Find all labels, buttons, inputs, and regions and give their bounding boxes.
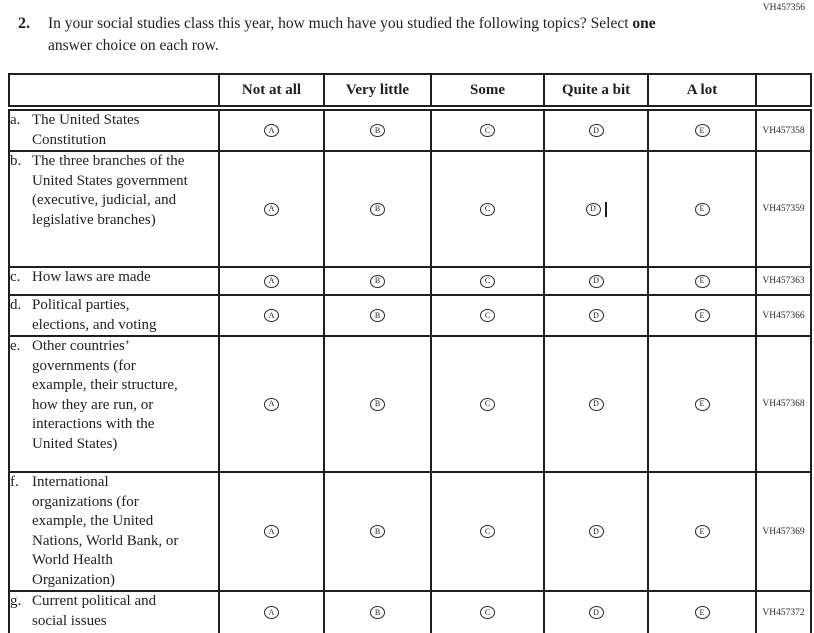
answer-bubble-a[interactable]: A <box>264 606 279 620</box>
answer-bubble-e[interactable]: E <box>694 397 710 411</box>
answer-bubble-e[interactable]: E <box>694 202 710 216</box>
header-blank-topic <box>8 73 220 111</box>
page-code: VH457356 <box>762 3 805 13</box>
answer-bubble-b[interactable]: B <box>370 124 385 138</box>
answer-bubble-c[interactable]: C <box>480 606 495 620</box>
row-code: VH457372 <box>755 590 812 633</box>
answer-bubble-c[interactable]: C <box>480 309 495 323</box>
row-letter: e. <box>10 338 21 354</box>
row-code: VH457358 <box>755 107 812 152</box>
answer-bubble-c[interactable]: C <box>480 525 495 539</box>
answer-bubble-d[interactable]: D <box>585 202 601 216</box>
column-header-a-lot: A lot <box>647 73 757 111</box>
answer-bubble-c[interactable]: C <box>480 397 495 411</box>
row-topic: The United States Constitution <box>32 112 140 148</box>
answer-bubble-e[interactable]: E <box>694 124 710 138</box>
column-header-quite-a-bit: Quite a bit <box>543 73 649 111</box>
column-header-very-little: Very little <box>323 73 432 111</box>
answer-bubble-e[interactable]: E <box>694 606 710 620</box>
answer-bubble-b[interactable]: B <box>370 397 385 411</box>
answer-bubble-d[interactable]: D <box>588 124 604 138</box>
answer-bubble-a[interactable]: A <box>264 202 279 216</box>
column-header-some: Some <box>430 73 545 111</box>
answer-bubble-b[interactable]: B <box>370 525 385 539</box>
answer-bubble-a[interactable]: A <box>264 525 279 539</box>
table-row-e: e. Other countries’ governments (for exa… <box>8 335 812 473</box>
row-code: VH457369 <box>755 471 812 592</box>
table-row-d: d. Political parties, elections, and vot… <box>8 294 812 337</box>
answer-bubble-e[interactable]: E <box>694 274 710 288</box>
question-text-segment: answer choice on each row. <box>48 36 219 54</box>
answer-bubble-a[interactable]: A <box>264 274 279 288</box>
row-topic: Political parties, elections, and voting <box>32 297 157 333</box>
answer-bubble-d[interactable]: D <box>588 606 604 620</box>
answer-bubble-b[interactable]: B <box>370 309 385 323</box>
table-row-b: b. The three branches of the United Stat… <box>8 150 812 268</box>
answer-bubble-b[interactable]: B <box>370 202 385 216</box>
row-letter: g. <box>10 593 22 609</box>
row-letter: f. <box>10 474 19 490</box>
answer-bubble-d[interactable]: D <box>588 525 604 539</box>
row-code: VH457359 <box>755 150 812 268</box>
header-row: Not at all Very little Some Quite a bit … <box>8 73 812 111</box>
answer-bubble-a[interactable]: A <box>264 309 279 323</box>
row-topic: How laws are made <box>32 269 151 285</box>
table-row-c: c. How laws are made A B C D E VH457363 <box>8 266 812 296</box>
table-row-f: f. International organizations (for exam… <box>8 471 812 592</box>
row-topic: Current political and social issues <box>32 593 157 629</box>
table-row-a: a. The United States Constitution A B C … <box>8 107 812 152</box>
survey-table: Not at all Very little Some Quite a bit … <box>8 73 812 633</box>
row-topic: Other countries’ governments (for exampl… <box>32 338 178 452</box>
row-topic: International organizations (for example… <box>32 474 179 588</box>
answer-bubble-b[interactable]: B <box>370 606 385 620</box>
row-letter: d. <box>10 297 22 313</box>
row-topic: The three branches of the United States … <box>32 153 188 228</box>
answer-bubble-e[interactable]: E <box>694 525 710 539</box>
answer-bubble-e[interactable]: E <box>694 309 710 323</box>
answer-bubble-c[interactable]: C <box>480 124 495 138</box>
answer-bubble-a[interactable]: A <box>264 124 279 138</box>
text-cursor <box>604 201 607 217</box>
row-letter: c. <box>10 269 21 285</box>
answer-bubble-c[interactable]: C <box>480 274 495 288</box>
header-blank-code <box>755 73 812 111</box>
answer-bubble-d[interactable]: D <box>588 274 604 288</box>
row-code: VH457366 <box>755 294 812 337</box>
row-code: VH457368 <box>755 335 812 473</box>
answer-bubble-a[interactable]: A <box>264 397 279 411</box>
column-header-not-at-all: Not at all <box>218 73 325 111</box>
row-code: VH457363 <box>755 266 812 296</box>
row-letter: a. <box>10 112 21 128</box>
answer-bubble-c[interactable]: C <box>480 202 495 216</box>
question-bold-word: one <box>632 15 656 32</box>
answer-bubble-b[interactable]: B <box>370 274 385 288</box>
question-number: 2. <box>18 15 30 32</box>
row-letter: b. <box>10 153 22 169</box>
table-row-g: g. Current political and social issues A… <box>8 590 812 633</box>
question-text: In your social studies class this year, … <box>48 13 670 56</box>
answer-bubble-d[interactable]: D <box>588 397 604 411</box>
question-text-segment: In your social studies class this year, … <box>48 15 633 32</box>
answer-bubble-d[interactable]: D <box>588 309 604 323</box>
question: 2. In your social studies class this yea… <box>18 13 670 56</box>
